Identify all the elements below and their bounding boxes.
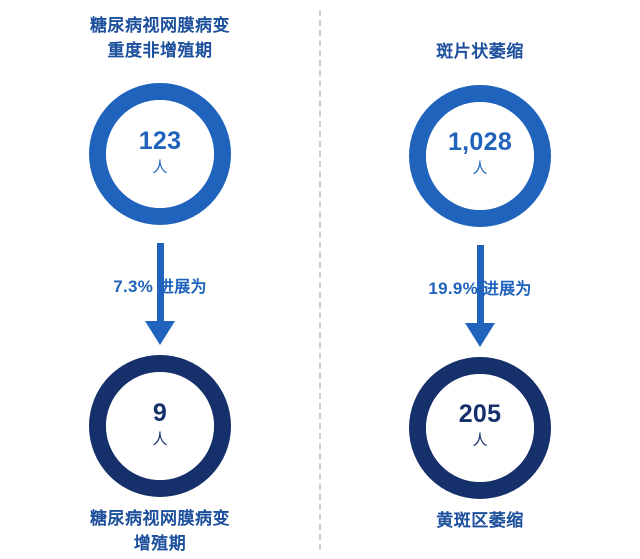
bottom-caption-left-line2: 增殖期	[133, 533, 187, 553]
top-caption-left-line1: 糖尿病视网膜病变	[90, 16, 230, 35]
top-caption-right-line1: 斑片状萎缩	[436, 42, 524, 61]
bottom-unit-right: 人	[472, 432, 488, 450]
arrow-shaft-icon	[476, 244, 484, 327]
arrow-head-icon	[465, 322, 495, 347]
ring-inner-right-bottom: 205 人	[426, 373, 534, 482]
top-ring-right: 1,028 人	[409, 84, 551, 227]
bottom-ring-left: 9 人	[89, 355, 231, 498]
arrow-shaft-icon	[156, 243, 164, 326]
bottom-unit-left: 人	[152, 431, 168, 449]
panel-divider	[319, 10, 321, 550]
top-value-left: 123	[138, 127, 182, 156]
flow-panel-right: 斑片状萎缩 1,028 人 19.9% 进展为 205 人 黄斑	[320, 0, 640, 559]
bottom-value-right: 205	[458, 400, 502, 429]
bottom-value-left: 9	[152, 399, 168, 428]
bottom-caption-right-line1: 黄斑区萎缩	[436, 510, 524, 530]
arrow-head-icon	[145, 321, 175, 346]
top-unit-left: 人	[152, 159, 168, 177]
arrow-label-right: 19.9% 进展为	[350, 275, 610, 299]
arrow-left: 7.3% 进展为	[30, 243, 290, 351]
arrow-percent-right: 19.9%	[428, 278, 479, 298]
top-ring-left: 123 人	[89, 83, 231, 226]
arrow-percent-left: 7.3%	[113, 277, 154, 297]
arrow-right: 19.9% 进展为	[350, 244, 610, 353]
arrow-label-left: 7.3% 进展为	[30, 273, 290, 297]
arrow-text-right: 进展为	[482, 280, 532, 298]
arrow-text-left: 进展为	[157, 279, 207, 297]
bottom-caption-right: 黄斑区萎缩	[436, 509, 524, 534]
bottom-caption-left-line1: 糖尿病视网膜病变	[90, 509, 230, 529]
top-caption-left-line2: 重度非增殖期	[107, 40, 213, 60]
ring-inner-left-top: 123 人	[106, 100, 214, 209]
top-caption-right: 斑片状萎缩	[436, 40, 524, 65]
ring-inner-right-top: 1,028 人	[426, 101, 534, 210]
top-value-right: 1,028	[447, 128, 513, 157]
bottom-caption-left: 糖尿病视网膜病变 增殖期	[90, 507, 230, 556]
bottom-ring-right: 205 人	[409, 356, 551, 499]
ring-inner-left-bottom: 9 人	[106, 372, 214, 481]
flow-panel-left: 糖尿病视网膜病变 重度非增殖期 123 人 7.3% 进展为 9 人	[30, 14, 290, 556]
top-caption-left: 糖尿病视网膜病变 重度非增殖期	[90, 14, 230, 63]
top-unit-right: 人	[472, 160, 488, 178]
